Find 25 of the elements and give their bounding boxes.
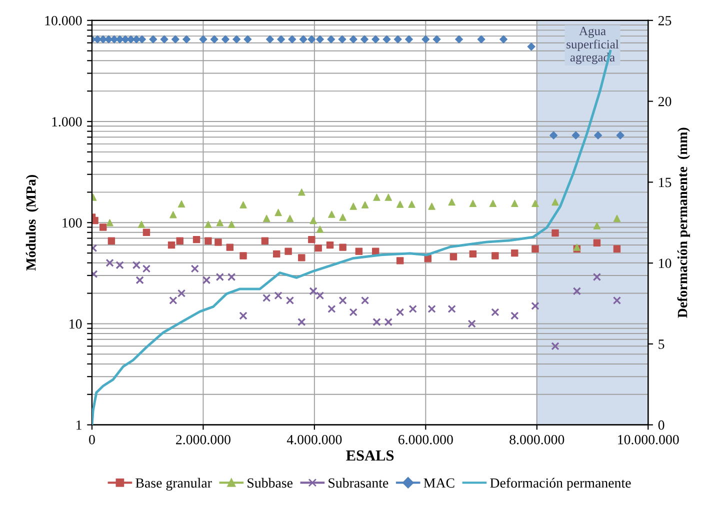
legend-label: Subrasante (328, 478, 388, 488)
legend-label: MAC (424, 478, 454, 488)
y-tick-label: 10 (70, 319, 82, 329)
y2-tick-label: 10 (659, 258, 672, 268)
x-tick-label: 4.000.000 (286, 434, 342, 444)
y-tick-label: 1 (76, 420, 82, 430)
x-tick-label: 10.000.000 (618, 434, 679, 444)
y2-tick-label: 5 (658, 340, 664, 349)
legend-label: Base granular (136, 478, 212, 491)
y-tick-label: 1.000 (52, 117, 82, 127)
y2-tick-label: 15 (659, 178, 672, 188)
y2-tick-label: 25 (658, 16, 672, 26)
y2-tick-label: 20 (658, 96, 672, 106)
x-tick-label: 8.000.000 (510, 434, 564, 444)
legend-label: Subbase (248, 478, 292, 488)
x-tick-label: 6.000.000 (398, 434, 453, 444)
y-tick-label: 10.000 (45, 16, 82, 26)
legend-label: Deformación permanente (490, 478, 631, 491)
x-axis-title: ESALS (346, 450, 394, 461)
y2-tick-label: 0 (658, 420, 664, 430)
y2-axis-title: Deformación permanente (mm) (677, 128, 690, 318)
x-tick-label: 2.000.000 (176, 434, 230, 444)
x-tick-label: 0 (89, 434, 95, 444)
y-tick-label: 100 (62, 218, 82, 228)
y-axis-title: Módulos (MPa) (26, 175, 39, 271)
